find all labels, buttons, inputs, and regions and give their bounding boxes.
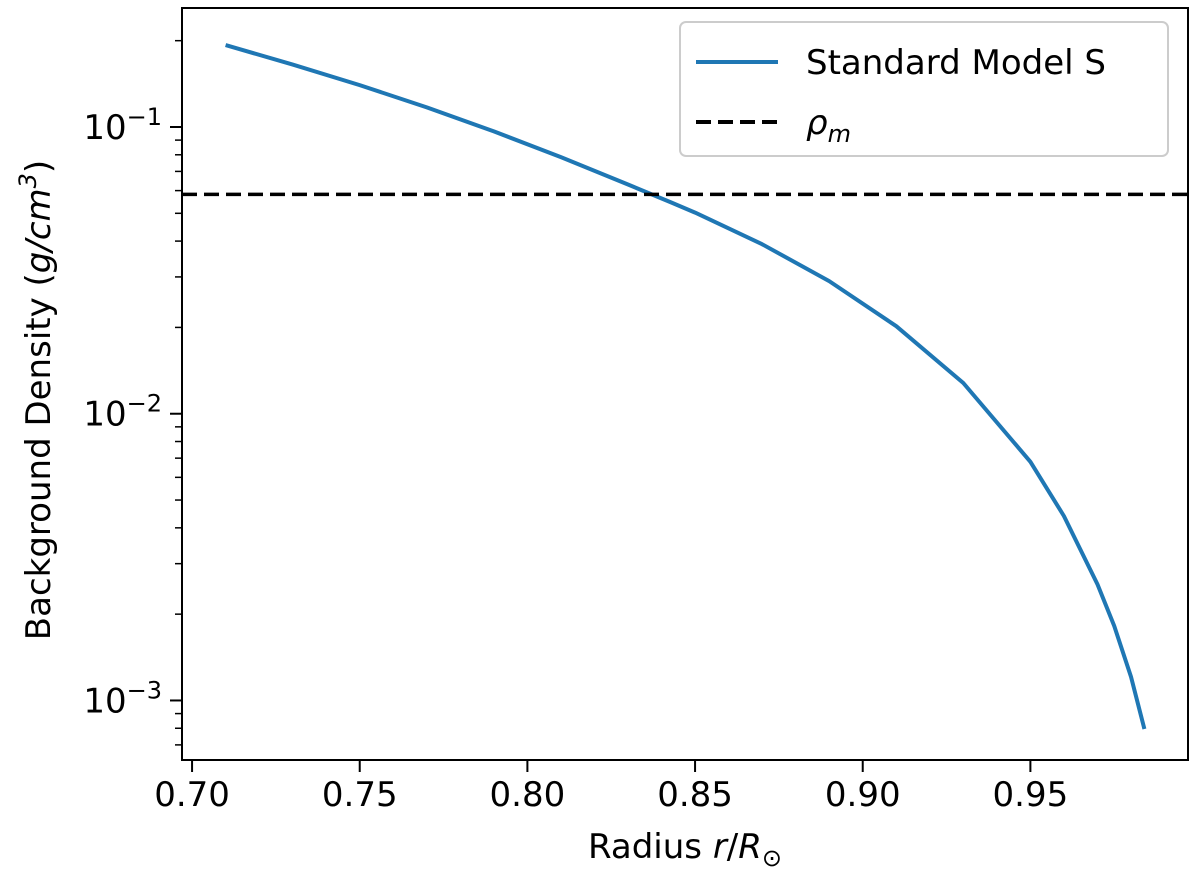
x-axis-label: Radius r/R⊙ xyxy=(588,827,782,872)
legend-box xyxy=(679,21,1169,157)
x-tick-label-3: 0.85 xyxy=(657,775,733,815)
legend-label-rho-m: ρm xyxy=(806,103,851,148)
x-tick-label-4: 0.90 xyxy=(825,775,901,815)
x-tick-label-2: 0.80 xyxy=(490,775,566,815)
series-layer xyxy=(182,43,1188,730)
y-axis-label-suffix: ) xyxy=(19,160,59,173)
x-axis-label-sym: R xyxy=(738,827,762,867)
x-axis-label-slash: / xyxy=(727,827,739,867)
x-axis-label-sub: ⊙ xyxy=(762,844,782,872)
y-axis-label-prefix: Background Density ( xyxy=(19,273,59,640)
x-tick-label-5: 0.95 xyxy=(993,775,1069,815)
x-axis-label-prefix: Radius xyxy=(588,827,713,867)
legend: Standard Model S ρm xyxy=(679,21,1169,157)
x-tick-label-1: 0.75 xyxy=(322,775,398,815)
plot-frame xyxy=(181,7,1189,761)
legend-rho-subscript: m xyxy=(828,120,851,148)
y-axis-label-sup: 3 xyxy=(14,173,42,188)
x-tick-label-0: 0.70 xyxy=(154,775,230,815)
y-tick-label-2: 10−3 xyxy=(83,676,162,721)
x-axis: 0.70 0.75 0.80 0.85 0.90 0.95 xyxy=(154,760,1068,815)
y-axis-label-math: g/cm xyxy=(19,188,59,273)
x-axis-label-var: r xyxy=(713,827,729,867)
y-axis: 10−1 10−2 10−3 xyxy=(83,39,182,746)
y-tick-label-0: 10−1 xyxy=(83,103,162,148)
y-axis-label: Background Density (g/cm3) xyxy=(14,160,59,640)
legend-rho-symbol: ρ xyxy=(806,103,828,143)
series-line-model-s xyxy=(225,43,1147,730)
legend-label-model-s: Standard Model S xyxy=(806,43,1106,83)
y-tick-label-1: 10−2 xyxy=(83,390,162,435)
